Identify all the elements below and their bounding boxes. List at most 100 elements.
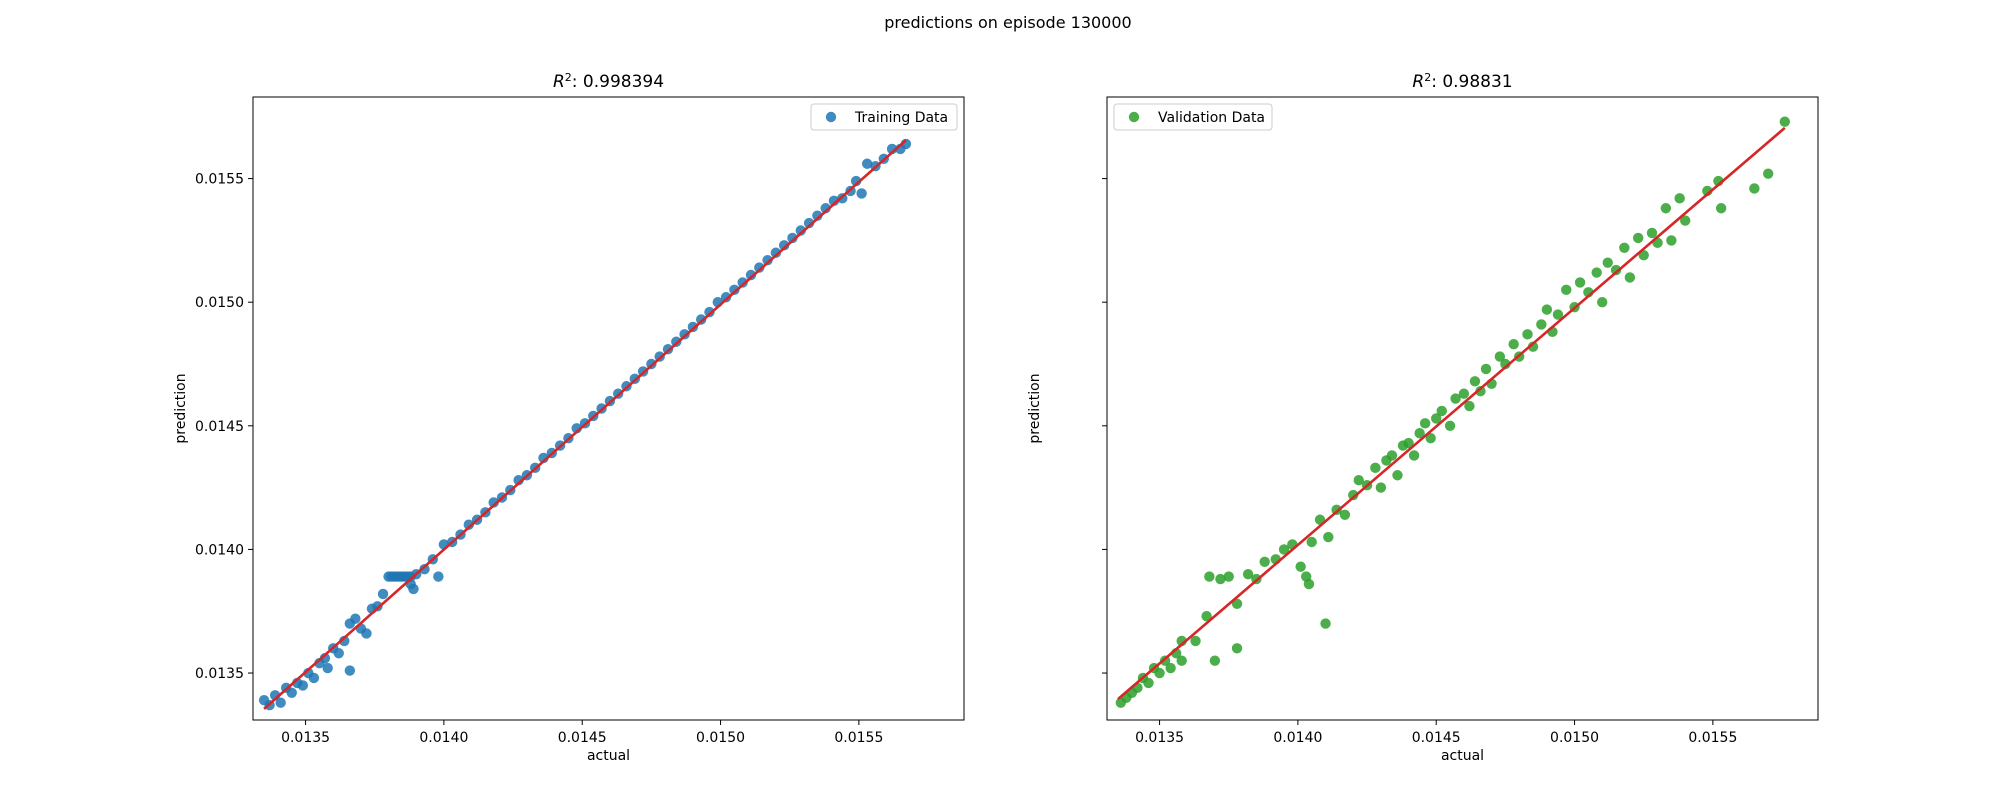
title-value: : 0.998394 [572,72,664,92]
data-point [1541,304,1553,315]
data-point [1444,420,1456,432]
training-axes-frame [252,96,965,721]
x-tick-label: 0.0155 [1688,730,1737,746]
data-point [1597,296,1608,308]
y-axis-label: prediction [173,373,189,443]
x-tick-label: 0.0135 [281,730,330,746]
data-point [1660,203,1672,214]
data-point [1610,264,1622,276]
data-point [1425,432,1436,444]
data-point [828,195,840,207]
data-point [1154,667,1165,679]
data-point [1469,376,1481,387]
data-point [737,277,748,288]
data-point [1450,393,1461,404]
data-point [1370,462,1381,474]
data-point [1165,662,1176,674]
data-point [1215,573,1226,585]
y-tick-label: 0.0135 [195,666,244,682]
training-title: R2: 0.998394 [553,71,664,93]
data-point [1715,203,1727,214]
data-point [1646,227,1658,239]
fit-line [263,139,907,710]
data-point [1231,598,1243,610]
data-point [1680,215,1691,226]
data-point [1242,568,1254,580]
training-panel: R2: 0.998394 0.0135 0.0140 0.0145 0.0150 0.01… [173,71,965,764]
data-point [1392,470,1403,481]
data-point [812,210,823,221]
data-point [1259,556,1270,567]
figure-suptitle: predictions on episode 130000 [884,13,1131,32]
data-point [275,697,286,708]
data-point [1561,284,1572,296]
validation-title: R2: 0.98831 [1412,71,1512,93]
data-point [1763,168,1774,179]
data-point [1552,309,1564,320]
data-point [297,680,308,691]
data-point [1231,643,1243,654]
x-tick-label: 0.0140 [419,730,468,746]
data-point [729,284,740,296]
data-point [1619,242,1630,254]
data-point [1375,482,1387,493]
data-point [1386,450,1398,461]
data-point [1624,272,1636,283]
data-point [1348,489,1359,501]
y-tick-label: 0.0155 [195,172,244,188]
data-point [687,321,699,333]
data-point [1403,437,1414,449]
data-point [350,613,361,624]
data-point [856,188,867,199]
training-legend: Training Data [810,103,958,131]
data-point [1278,544,1290,555]
x-tick-label: 0.0140 [1273,730,1322,746]
data-point [745,269,757,281]
data-point [333,648,344,659]
validation-axes-frame [1106,96,1819,721]
data-point [1464,400,1475,412]
data-point [1779,116,1791,127]
data-point [1674,193,1685,204]
data-point [339,635,350,647]
y-tick-label: 0.0150 [195,295,244,311]
legend-marker [1128,111,1140,123]
data-point [1295,561,1306,572]
data-point [778,240,790,251]
data-point [1204,571,1215,582]
data-point [1201,610,1212,622]
data-point [361,628,372,639]
data-point [1414,428,1425,439]
data-point [1475,385,1486,397]
legend-box [1113,103,1273,131]
data-point [1339,509,1351,521]
data-point [1419,418,1431,429]
legend-label: Training Data [854,110,948,126]
data-point [787,232,798,244]
data-point [1602,257,1613,268]
data-point [820,203,831,214]
legend-marker [825,111,837,123]
data-point [1223,571,1234,582]
data-point [322,662,333,674]
data-point [1536,319,1547,330]
title-symbol: R [553,72,565,92]
data-point [754,262,765,273]
data-point [695,314,707,325]
data-point [1436,405,1447,417]
y-tick-label: 0.0145 [195,419,244,435]
data-point [372,601,383,612]
x-tick-label: 0.0150 [696,730,745,746]
data-point [1143,677,1154,689]
x-axis-label: actual [1441,748,1484,764]
data-point [419,563,430,575]
data-point [1494,351,1506,362]
data-point [1303,578,1315,590]
x-tick-label: 0.0145 [1412,730,1461,746]
data-point [1508,339,1519,350]
data-point [1522,329,1533,340]
data-point [1320,618,1331,629]
data-point [803,217,815,229]
data-point [1323,531,1334,543]
